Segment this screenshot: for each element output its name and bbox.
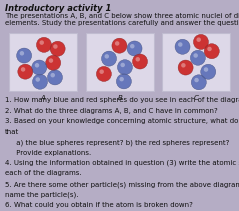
- Circle shape: [117, 60, 132, 75]
- Circle shape: [20, 51, 24, 55]
- Circle shape: [32, 60, 47, 75]
- Circle shape: [175, 39, 190, 54]
- Circle shape: [204, 44, 219, 59]
- Circle shape: [204, 67, 208, 72]
- Text: a) the blue spheres represent? b) the red spheres represent?: a) the blue spheres represent? b) the re…: [5, 139, 229, 146]
- Text: Introductory activity 1: Introductory activity 1: [5, 4, 111, 13]
- Text: C: C: [194, 95, 198, 101]
- Circle shape: [190, 50, 205, 65]
- Circle shape: [191, 75, 206, 90]
- Circle shape: [48, 70, 62, 85]
- Text: 3. Based on your knowledge concerning atomic structure, what do you think: 3. Based on your knowledge concerning at…: [5, 118, 239, 124]
- Circle shape: [193, 34, 208, 49]
- Circle shape: [127, 41, 142, 56]
- Circle shape: [36, 77, 40, 82]
- Text: each of the diagrams.: each of the diagrams.: [5, 170, 82, 176]
- Circle shape: [21, 67, 25, 72]
- Circle shape: [37, 37, 51, 52]
- Circle shape: [181, 63, 186, 68]
- FancyBboxPatch shape: [86, 33, 154, 91]
- Circle shape: [130, 44, 135, 49]
- Circle shape: [201, 64, 216, 79]
- Circle shape: [193, 53, 198, 58]
- Circle shape: [120, 77, 124, 81]
- FancyBboxPatch shape: [9, 33, 77, 91]
- Circle shape: [132, 54, 147, 69]
- Circle shape: [102, 51, 117, 66]
- Circle shape: [115, 41, 120, 46]
- Circle shape: [18, 64, 33, 79]
- Circle shape: [104, 54, 109, 59]
- Text: The presentations A, B, and C below show three atomic nuclei of different: The presentations A, B, and C below show…: [5, 13, 239, 19]
- Circle shape: [196, 37, 201, 42]
- Circle shape: [33, 74, 48, 89]
- FancyBboxPatch shape: [162, 33, 230, 91]
- Text: name the particle(s).: name the particle(s).: [5, 192, 78, 198]
- Circle shape: [136, 57, 140, 62]
- Circle shape: [49, 58, 53, 63]
- Circle shape: [96, 66, 111, 81]
- Circle shape: [194, 78, 199, 82]
- Circle shape: [50, 73, 55, 77]
- Text: 4. Using the information obtained in question (3) write the atomic symbol for: 4. Using the information obtained in que…: [5, 160, 239, 166]
- Text: 1. How many blue and red spheres do you see in each of the diagrams above?: 1. How many blue and red spheres do you …: [5, 97, 239, 103]
- Circle shape: [50, 41, 65, 56]
- Text: elements. Study the presentations carefully and answer the questions below.: elements. Study the presentations carefu…: [5, 20, 239, 26]
- Circle shape: [178, 60, 193, 75]
- Circle shape: [35, 63, 39, 68]
- Circle shape: [99, 69, 104, 74]
- Circle shape: [207, 47, 212, 51]
- Circle shape: [116, 74, 131, 89]
- Circle shape: [120, 63, 125, 67]
- Circle shape: [178, 42, 183, 47]
- Circle shape: [53, 44, 58, 49]
- Circle shape: [17, 48, 32, 63]
- Text: A: A: [41, 95, 45, 101]
- Circle shape: [39, 40, 44, 45]
- Text: 6. What could you obtain if the atom is broken down?: 6. What could you obtain if the atom is …: [5, 202, 193, 208]
- Text: B: B: [118, 95, 122, 101]
- Text: that: that: [5, 128, 19, 134]
- Text: 5. Are there some other particle(s) missing from the above diagrams? If yes: 5. Are there some other particle(s) miss…: [5, 181, 239, 188]
- Circle shape: [46, 55, 61, 70]
- Circle shape: [112, 38, 127, 53]
- Text: 2. What do the three diagrams A, B, and C have in common?: 2. What do the three diagrams A, B, and …: [5, 107, 218, 114]
- Text: Provide explanations.: Provide explanations.: [5, 150, 91, 156]
